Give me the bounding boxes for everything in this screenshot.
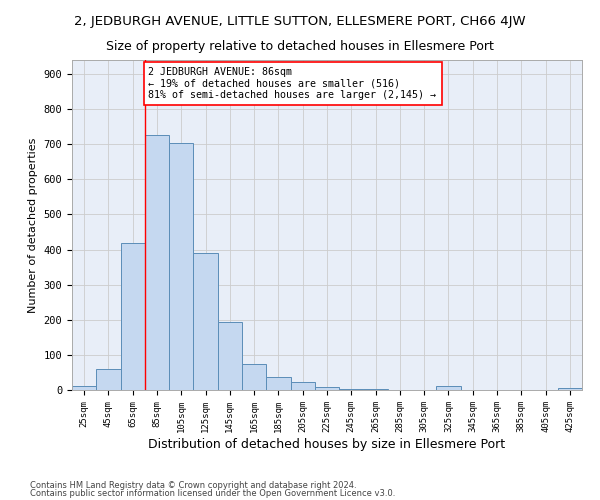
Bar: [145, 136, 169, 390]
Text: Contains HM Land Registry data © Crown copyright and database right 2024.: Contains HM Land Registry data © Crown c…: [30, 480, 356, 490]
Bar: [315, 387, 339, 390]
Bar: [339, 389, 364, 390]
Bar: [558, 388, 582, 390]
Bar: [436, 386, 461, 390]
Bar: [193, 253, 218, 390]
Text: 2 JEDBURGH AVENUE: 86sqm
← 19% of detached houses are smaller (516)
81% of semi-: 2 JEDBURGH AVENUE: 86sqm ← 19% of detach…: [149, 67, 437, 100]
Bar: [72, 386, 96, 390]
Bar: [96, 369, 121, 390]
Bar: [242, 364, 266, 390]
Y-axis label: Number of detached properties: Number of detached properties: [28, 138, 38, 312]
Text: Size of property relative to detached houses in Ellesmere Port: Size of property relative to detached ho…: [106, 40, 494, 53]
Bar: [121, 242, 145, 390]
Bar: [218, 322, 242, 390]
Bar: [266, 376, 290, 390]
Bar: [290, 382, 315, 390]
Text: 2, JEDBURGH AVENUE, LITTLE SUTTON, ELLESMERE PORT, CH66 4JW: 2, JEDBURGH AVENUE, LITTLE SUTTON, ELLES…: [74, 15, 526, 28]
X-axis label: Distribution of detached houses by size in Ellesmere Port: Distribution of detached houses by size …: [148, 438, 506, 450]
Bar: [169, 142, 193, 390]
Text: Contains public sector information licensed under the Open Government Licence v3: Contains public sector information licen…: [30, 489, 395, 498]
